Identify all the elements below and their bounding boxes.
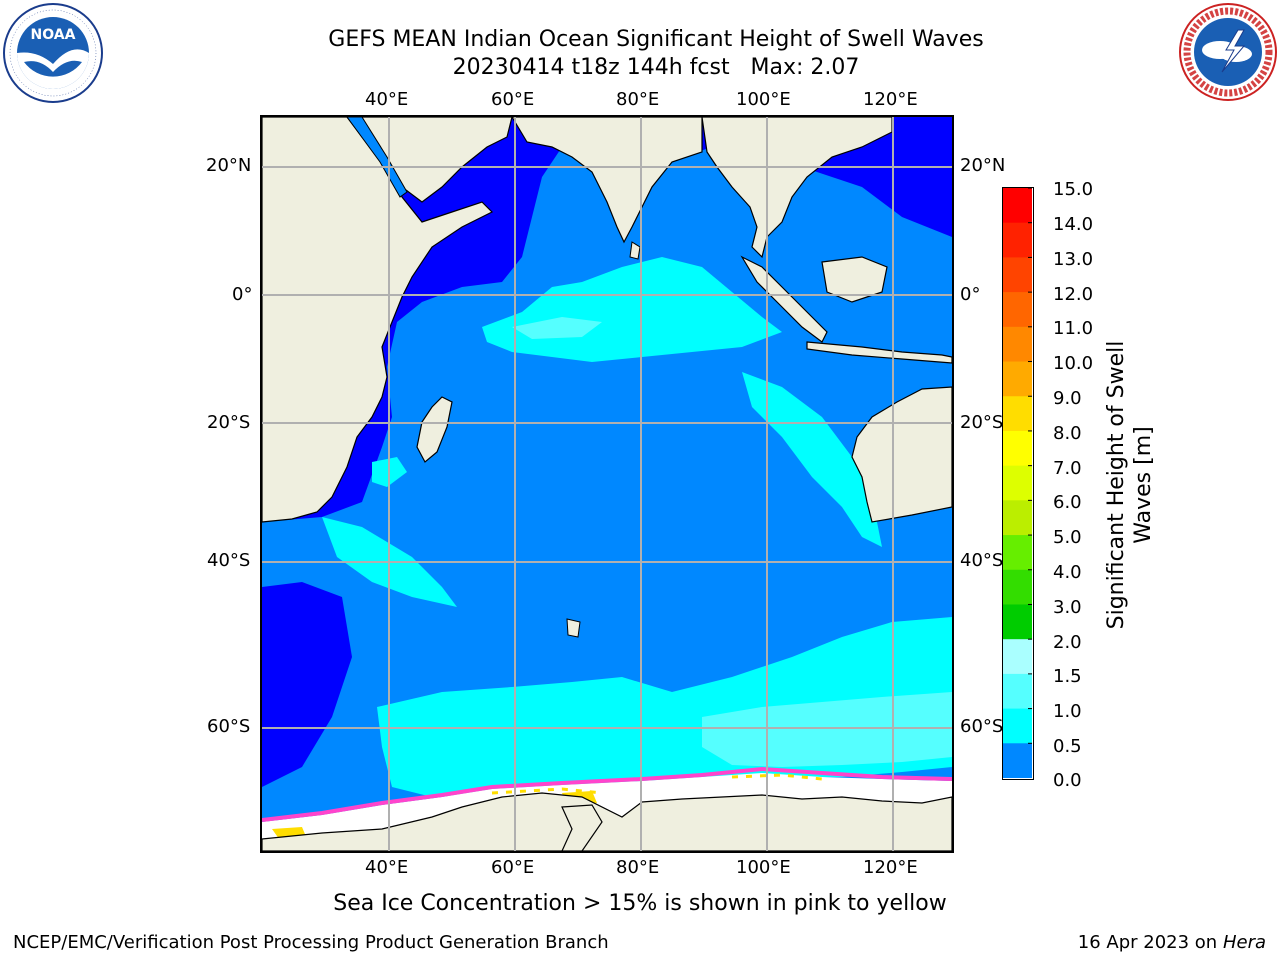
colorbar-segment [1003, 326, 1032, 363]
colorbar-tick: 7.0 [1053, 458, 1082, 479]
colorbar-tick: 2.0 [1053, 632, 1082, 653]
colorbar-tick: 8.0 [1053, 423, 1082, 444]
swell-band-15-20 [702, 692, 952, 767]
swell-band-10-15 [742, 372, 882, 547]
colorbar-segment [1003, 535, 1032, 571]
colorbar-tick: 12.0 [1053, 284, 1094, 305]
chart-subtitle: 20230414 t18z 144h fcst Max: 2.07 [452, 55, 860, 80]
colorbar-segment [1003, 743, 1032, 779]
land-indonesia [806, 256, 952, 364]
lat-label-left: 20°N [206, 155, 252, 176]
sea-ice-edge [262, 766, 952, 822]
colorbar-segment [1003, 257, 1032, 293]
lat-label-right: 0° [960, 284, 981, 305]
graticule [262, 117, 952, 851]
colorbar-tick: 1.0 [1053, 701, 1082, 722]
colorbar-segment [1003, 465, 1032, 501]
colorbar-tick: 0.5 [1053, 736, 1082, 757]
lat-label-right: 60°S [960, 716, 1004, 737]
footer-date-text: 16 Apr 2023 on [1077, 932, 1223, 953]
land-africa [262, 117, 494, 523]
lat-label-left: 40°S [207, 550, 251, 571]
noaa-logo: NOAA [3, 3, 103, 103]
lon-label-top: 80°E [616, 89, 660, 110]
swell-height-map [262, 117, 952, 851]
colorbar-tick: 0.0 [1053, 770, 1082, 791]
lon-label-top: 40°E [365, 89, 409, 110]
lon-label-bottom: 60°E [491, 857, 535, 878]
land-australia [851, 386, 952, 523]
lat-label-right: 20°N [960, 155, 1006, 176]
colorbar-tick: 15.0 [1053, 179, 1094, 200]
colorbar-segment [1003, 639, 1032, 675]
land-india [511, 117, 703, 244]
colorbar-tick: 9.0 [1053, 388, 1082, 409]
colorbar-segment [1003, 188, 1032, 224]
noaa-logo-text: NOAA [31, 27, 76, 43]
colorbar-segment [1003, 500, 1032, 536]
colorbar-tick: 1.5 [1053, 666, 1082, 687]
lat-label-left: 20°S [207, 412, 251, 433]
footer-machine: Hera [1222, 932, 1266, 953]
land-sri-lanka [629, 241, 641, 260]
colorbar-segment [1003, 673, 1032, 710]
colorbar-segment [1003, 604, 1032, 640]
colorbar-tick: 5.0 [1053, 527, 1082, 548]
lat-label-right: 40°S [960, 550, 1004, 571]
footer-credit: NCEP/EMC/Verification Post Processing Pr… [13, 932, 609, 953]
colorbar-label: Significant Height of Swell Waves [m] [1104, 340, 1156, 630]
colorbar-segment [1003, 361, 1032, 397]
swell-band-15-20 [512, 317, 602, 339]
colorbar-segment [1003, 396, 1032, 432]
lon-label-bottom: 80°E [616, 857, 660, 878]
lon-label-bottom: 120°E [863, 857, 918, 878]
lon-label-bottom: 40°E [365, 857, 409, 878]
colorbar-segment [1003, 708, 1032, 744]
colorbar-segment [1003, 430, 1032, 467]
colorbar-tick: 3.0 [1053, 597, 1082, 618]
colorbar-tick: 13.0 [1053, 249, 1094, 270]
sea-ice-edge [491, 773, 823, 795]
land-madagascar [416, 396, 453, 463]
colorbar-tick: 6.0 [1053, 492, 1082, 513]
nws-logo [1179, 3, 1277, 101]
lon-label-top: 120°E [863, 89, 918, 110]
footer-date: 16 Apr 2023 on Hera [1078, 932, 1266, 954]
map-panel [260, 115, 954, 853]
colorbar-scale [1003, 187, 1032, 779]
swell-band-0-05 [262, 582, 352, 787]
land-kerguelen [566, 618, 581, 638]
colorbar-tick: 14.0 [1053, 214, 1094, 235]
lon-label-bottom: 100°E [736, 857, 791, 878]
red-sea [346, 117, 408, 198]
lat-label-left: 60°S [207, 716, 251, 737]
colorbar-segment [1003, 292, 1032, 328]
lon-label-top: 100°E [736, 89, 791, 110]
colorbar-segment [1003, 569, 1032, 606]
colorbar-segment [1003, 222, 1032, 259]
lat-label-right: 20°S [960, 412, 1004, 433]
sea-ice-note: Sea Ice Concentration > 15% is shown in … [333, 891, 947, 916]
chart-title: GEFS MEAN Indian Ocean Significant Heigh… [328, 27, 984, 52]
lon-label-top: 60°E [491, 89, 535, 110]
land-antarctica [561, 804, 603, 851]
lat-label-left: 0° [232, 284, 253, 305]
colorbar-tick: 10.0 [1053, 353, 1094, 374]
colorbar-tick: 4.0 [1053, 562, 1082, 583]
colorbar [1002, 187, 1034, 780]
colorbar-tick: 11.0 [1053, 318, 1094, 339]
